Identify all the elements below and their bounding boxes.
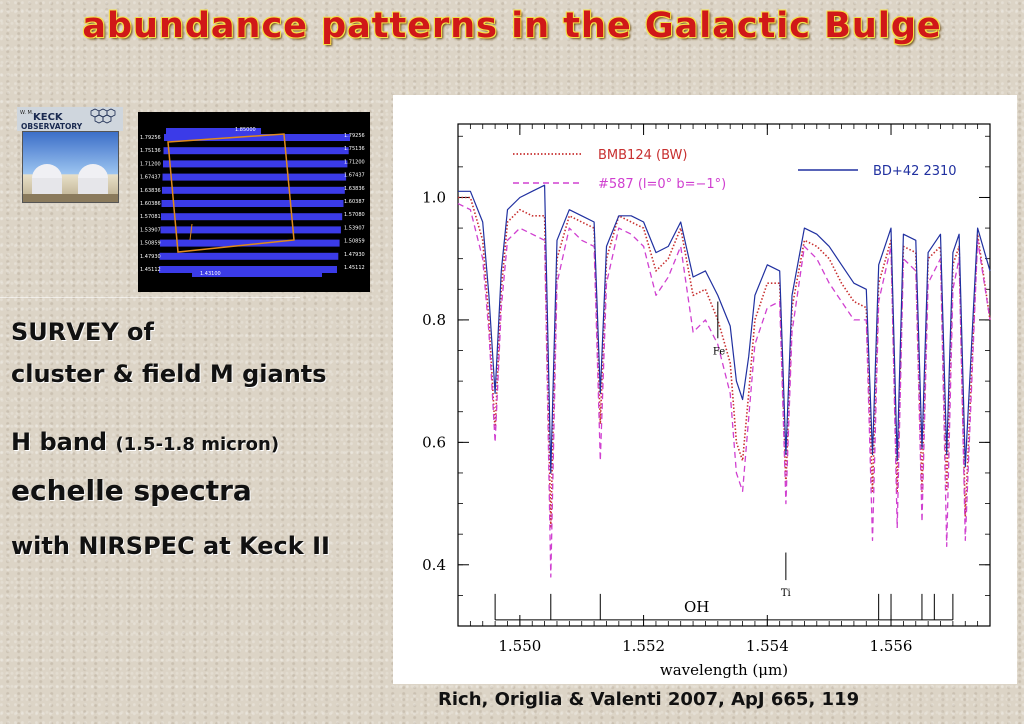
x-tick-label: 1.556 <box>870 637 913 655</box>
echelle-left-label: 1.71200 <box>140 161 161 167</box>
citation: Rich, Origlia & Valenti 2007, ApJ 665, 1… <box>438 689 860 710</box>
echelle-right-label: 1.75136 <box>344 146 365 152</box>
hband-main: H band <box>11 428 108 456</box>
echelle-format-image: 1.85000 1.79256 1.79256 1.75136 1.75136 1.712… <box>138 112 370 292</box>
x-axis-label: wavelength (μm) <box>660 661 788 679</box>
echelle-order <box>161 200 344 207</box>
keck-logo: W. M. KECK OBSERVATORY <box>17 107 123 131</box>
series-line-0 <box>458 196 991 529</box>
echelle-left-label: 1.60386 <box>140 201 161 207</box>
echelle-bottom-label: 1.43100 <box>200 271 221 277</box>
echelle-slit-box <box>167 133 295 253</box>
keck-logo-wm: W. M. <box>20 110 34 116</box>
y-tick-label: 0.6 <box>422 433 446 451</box>
annotation-label: Ti <box>781 588 791 599</box>
echelle-right-label: 1.53907 <box>344 225 365 231</box>
section-divider <box>0 297 300 298</box>
legend-label: BMB124 (BW) <box>598 148 687 163</box>
x-tick-label: 1.552 <box>622 637 665 655</box>
y-tick-label: 0.4 <box>422 556 446 574</box>
echelle-order-top <box>166 128 261 136</box>
echelle-left-label: 1.79256 <box>140 135 161 141</box>
x-tick-label: 1.554 <box>746 637 789 655</box>
echelle-right-label: 1.71200 <box>344 159 365 165</box>
keck-domes-photo <box>22 131 119 203</box>
echelle-text: echelle spectra <box>11 474 252 507</box>
echelle-right-label: 1.47930 <box>344 252 365 258</box>
echelle-order-bottom <box>192 270 322 277</box>
keck-logo-observatory: OBSERVATORY <box>21 122 83 131</box>
echelle-left-label: 1.45112 <box>140 267 161 273</box>
survey-heading: SURVEY of <box>11 318 154 346</box>
echelle-left-label: 1.50859 <box>140 241 161 247</box>
echelle-right-label: 1.60387 <box>344 199 365 205</box>
echelle-order <box>163 160 348 168</box>
survey-subject: cluster & field M giants <box>11 360 327 388</box>
echelle-order <box>162 173 347 181</box>
echelle-left-label: 1.75136 <box>140 148 161 154</box>
echelle-right-label: 1.67437 <box>344 173 365 179</box>
instrument-text: with NIRSPEC at Keck II <box>11 532 330 560</box>
x-tick-label: 1.550 <box>498 637 541 655</box>
series-line-1 <box>457 203 991 578</box>
echelle-right-label: 1.50859 <box>344 239 365 245</box>
echelle-right-label: 1.45112 <box>344 265 365 271</box>
annotation-label: Fe <box>713 346 725 357</box>
echelle-order <box>161 213 343 221</box>
hband-range: (1.5-1.8 micron) <box>115 434 280 455</box>
spectrum-chart-svg: 1.550 1.552 1.554 1.556 0.4 0.6 0.8 1.0 waveleng… <box>422 123 991 679</box>
echelle-order <box>159 266 337 273</box>
echelle-order <box>164 134 350 141</box>
hband-text: H band (1.5-1.8 micron) <box>11 428 279 456</box>
echelle-right-label: 1.79256 <box>344 133 365 139</box>
echelle-left-label: 1.63836 <box>140 188 161 194</box>
echelle-order <box>160 226 341 234</box>
y-tick-label: 1.0 <box>422 188 446 206</box>
echelle-left-label: 1.47930 <box>140 254 161 260</box>
echelle-marker <box>189 223 193 241</box>
echelle-order <box>160 239 340 247</box>
spectrum-chart: 1.550 1.552 1.554 1.556 0.4 0.6 0.8 1.0 waveleng… <box>393 95 1017 684</box>
plot-frame <box>457 123 991 627</box>
legend-label: #587 (l=0° b=−1°) <box>598 177 726 192</box>
echelle-order <box>163 147 349 155</box>
echelle-order <box>162 186 345 194</box>
keck-logo-keck: KECK <box>33 112 64 123</box>
y-tick-label: 0.8 <box>422 311 446 329</box>
echelle-left-label: 1.67437 <box>140 175 161 181</box>
series-line-2 <box>458 184 991 474</box>
echelle-right-label: 1.63836 <box>344 186 365 192</box>
echelle-left-label: 1.57081 <box>140 214 161 220</box>
echelle-left-label: 1.53907 <box>140 227 161 233</box>
legend-label: BD+42 2310 <box>873 164 957 179</box>
echelle-top-label: 1.85000 <box>235 127 256 133</box>
oh-label: OH <box>684 598 709 616</box>
echelle-order <box>159 252 339 260</box>
slide-title: abundance patterns in the Galactic Bulge <box>82 6 942 46</box>
keck-logo-image: W. M. KECK OBSERVATORY <box>17 107 123 203</box>
echelle-right-label: 1.57080 <box>344 212 365 218</box>
